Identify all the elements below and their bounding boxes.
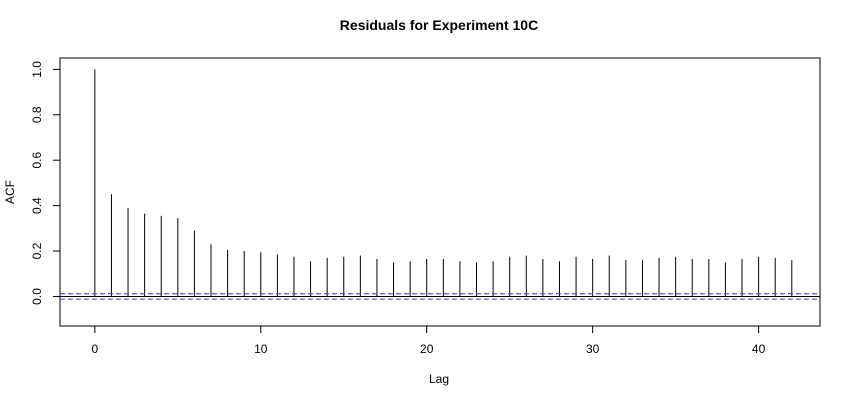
x-tick-label: 10	[254, 342, 268, 356]
y-tick-label: 0.6	[30, 152, 44, 169]
y-tick-label: 0.4	[30, 197, 44, 214]
x-tick-label: 40	[752, 342, 766, 356]
y-tick-label: 0.0	[30, 288, 44, 305]
acf-bars	[60, 69, 820, 297]
y-axis-label: ACF	[3, 180, 17, 204]
y-axis: 0.0 0.2 0.4 0.6 0.8 1.0	[30, 61, 61, 305]
confidence-bounds	[60, 293, 820, 300]
y-tick-label: 1.0	[30, 61, 44, 78]
x-tick-label: 20	[420, 342, 434, 356]
x-axis: 0 10 20 30 40	[92, 325, 766, 356]
y-tick-label: 0.8	[30, 106, 44, 123]
chart-title: Residuals for Experiment 10C	[340, 17, 538, 33]
x-axis-label: Lag	[429, 372, 449, 386]
plot-frame	[59, 57, 821, 327]
x-tick-label: 0	[92, 342, 99, 356]
y-tick-label: 0.2	[30, 242, 44, 259]
x-tick-label: 30	[586, 342, 600, 356]
